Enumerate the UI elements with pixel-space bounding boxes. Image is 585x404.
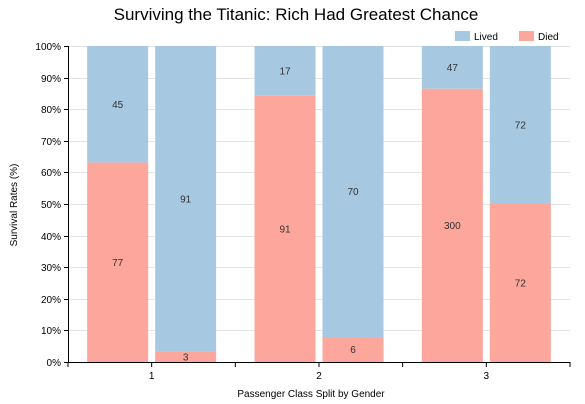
bar-label-lived: 45 [112,100,124,111]
x-axis-title: Passenger Class Split by Gender [237,389,385,400]
data-labels: 45 77 91 3 17 91 70 6 47 300 72 72 [112,63,526,364]
y-tick-label: 40% [41,232,61,243]
bar-label-died: 72 [515,279,527,290]
bar-died [87,162,149,362]
bars [87,46,551,363]
bar-lived [254,46,316,96]
bar-label-died: 3 [183,352,189,363]
y-tick-label: 30% [41,263,61,274]
bar-lived [87,46,149,163]
bar-label-died: 91 [279,224,291,235]
bar-label-died: 300 [444,221,461,232]
bar-lived [421,46,483,89]
bar-lived [155,46,217,352]
y-tick-label: 50% [41,200,61,211]
y-tick-label: 10% [41,326,61,337]
x-axis: 1 2 3 [67,362,571,382]
legend: Lived Died [455,31,559,43]
gridlines [68,46,570,363]
bar-died [421,88,483,363]
legend-label: Lived [474,32,498,43]
bar-label-lived: 47 [447,63,459,74]
y-tick-label: 80% [41,105,61,116]
y-tick-label: 100% [35,42,61,53]
legend-label: Died [538,32,559,43]
legend-swatch [519,31,534,41]
bar-lived [489,46,551,204]
y-tick-label: 60% [41,168,61,179]
y-tick-label: 0% [47,358,62,369]
bar-label-died: 77 [112,258,124,269]
bar-label-lived: 70 [347,187,359,198]
bar-label-lived: 17 [279,66,291,77]
chart-title: Surviving the Titanic: Rich Had Greatest… [114,5,479,24]
bar-died [155,351,217,362]
y-tick-label: 70% [41,137,61,148]
y-tick-label: 90% [41,74,61,85]
y-axis-title: Survival Rates (%) [9,164,20,247]
legend-swatch [455,31,470,41]
bar-died [254,95,316,363]
bar-label-lived: 91 [180,194,192,205]
bar-label-died: 6 [350,345,356,356]
x-tick-label: 1 [149,371,155,382]
bar-died [489,204,551,362]
y-axis: 0% 10% 20% 30% 40% 50% 60% 70% 80% 90% 100% [35,42,69,369]
y-tick-label: 20% [41,295,61,306]
bar-died [322,337,384,362]
bar-label-lived: 72 [515,121,527,132]
x-tick-label: 2 [316,371,322,382]
bar-lived [322,46,384,338]
x-tick-label: 3 [484,371,490,382]
